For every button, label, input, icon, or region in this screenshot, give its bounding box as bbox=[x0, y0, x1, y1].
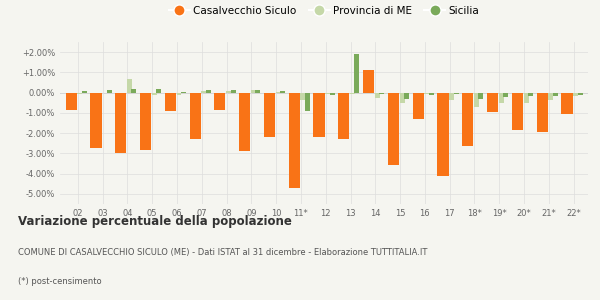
Bar bbox=[355, 54, 359, 93]
Bar bbox=[165, 93, 176, 111]
Bar bbox=[512, 93, 523, 130]
Bar bbox=[503, 93, 508, 97]
Bar bbox=[454, 93, 458, 94]
Bar bbox=[400, 93, 404, 103]
Bar bbox=[528, 93, 533, 96]
Bar bbox=[573, 93, 578, 96]
Bar bbox=[230, 90, 236, 93]
Bar bbox=[201, 91, 206, 93]
Bar bbox=[413, 93, 424, 119]
Bar bbox=[140, 93, 151, 150]
Bar bbox=[474, 93, 479, 107]
Bar bbox=[487, 93, 498, 112]
Bar bbox=[115, 93, 127, 153]
Bar bbox=[404, 93, 409, 99]
Bar bbox=[462, 93, 473, 146]
Bar bbox=[131, 89, 136, 93]
Bar bbox=[350, 93, 355, 94]
Bar bbox=[289, 93, 300, 188]
Bar bbox=[264, 93, 275, 137]
Bar bbox=[176, 93, 181, 94]
Bar bbox=[65, 93, 77, 110]
Bar bbox=[375, 93, 380, 98]
Bar bbox=[379, 93, 384, 94]
Bar bbox=[152, 93, 157, 94]
Bar bbox=[156, 89, 161, 93]
Bar bbox=[499, 93, 504, 103]
Legend: Casalvecchio Siculo, Provincia di ME, Sicilia: Casalvecchio Siculo, Provincia di ME, Si… bbox=[165, 2, 483, 20]
Text: (*) post-censimento: (*) post-censimento bbox=[18, 278, 101, 286]
Bar bbox=[82, 91, 87, 93]
Bar bbox=[562, 93, 572, 114]
Text: Variazione percentuale della popolazione: Variazione percentuale della popolazione bbox=[18, 214, 292, 227]
Bar bbox=[363, 70, 374, 93]
Bar bbox=[536, 93, 548, 132]
Bar bbox=[280, 91, 285, 93]
Bar bbox=[190, 93, 200, 139]
Bar bbox=[553, 93, 558, 96]
Bar bbox=[338, 93, 349, 139]
Bar bbox=[578, 93, 583, 94]
Text: COMUNE DI CASALVECCHIO SICULO (ME) - Dati ISTAT al 31 dicembre - Elaborazione TU: COMUNE DI CASALVECCHIO SICULO (ME) - Dat… bbox=[18, 248, 427, 256]
Bar bbox=[239, 93, 250, 151]
Bar bbox=[424, 93, 430, 94]
Bar bbox=[107, 90, 112, 93]
Bar bbox=[524, 93, 529, 103]
Bar bbox=[181, 92, 186, 93]
Bar bbox=[429, 93, 434, 94]
Bar bbox=[478, 93, 484, 99]
Bar bbox=[301, 93, 305, 100]
Bar bbox=[226, 91, 231, 93]
Bar bbox=[330, 93, 335, 94]
Bar bbox=[388, 93, 399, 164]
Bar bbox=[548, 93, 553, 100]
Bar bbox=[449, 93, 454, 100]
Bar bbox=[256, 90, 260, 93]
Bar bbox=[437, 93, 449, 176]
Bar bbox=[91, 93, 101, 148]
Bar bbox=[127, 80, 132, 93]
Bar bbox=[313, 93, 325, 137]
Bar bbox=[77, 93, 82, 94]
Bar bbox=[206, 90, 211, 93]
Bar bbox=[214, 93, 226, 110]
Bar bbox=[275, 92, 281, 93]
Bar bbox=[251, 90, 256, 93]
Bar bbox=[325, 93, 330, 94]
Bar bbox=[305, 93, 310, 111]
